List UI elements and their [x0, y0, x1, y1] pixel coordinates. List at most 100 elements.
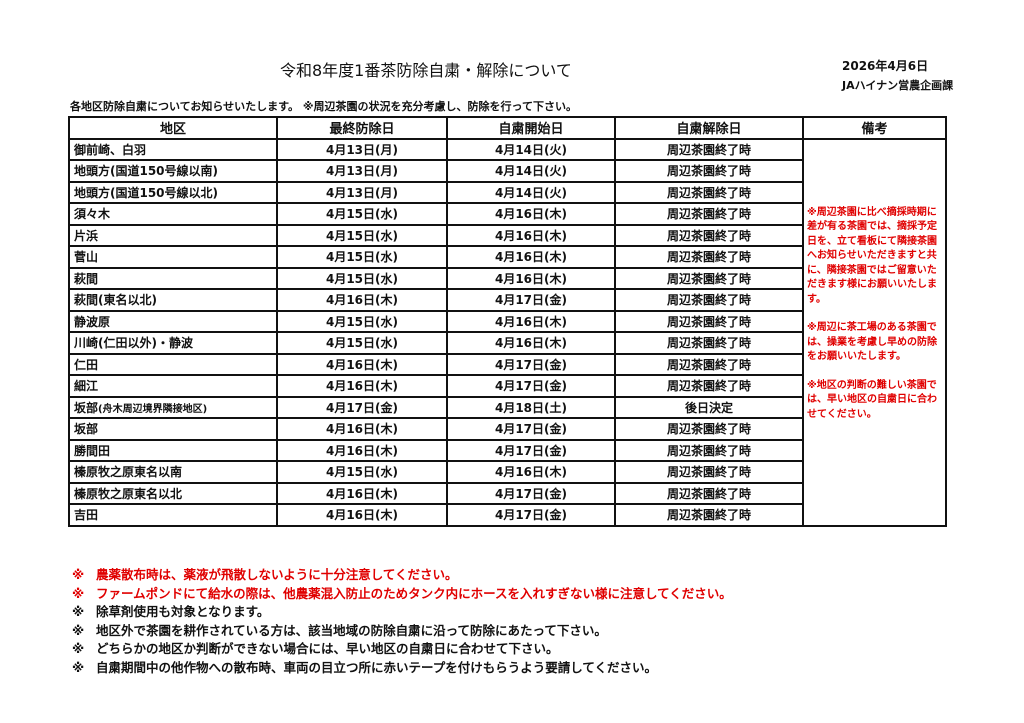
- cell-text: 4月13日(月): [325, 185, 399, 200]
- cell-district: 吉田: [68, 503, 278, 527]
- header-restraint-end: 自粛解除日: [614, 116, 804, 140]
- cell-last-spray-date: 4月16日(木): [276, 417, 448, 441]
- cell-last-spray-date: 4月15日(水): [276, 460, 448, 484]
- cell-text: 地頭方(国道150号線以南): [74, 164, 219, 179]
- cell-text: 菅山: [74, 250, 99, 265]
- footnote-text: ファームポンドにて給水の際は、他農薬混入防止のためタンク内にホースを入れすぎない…: [96, 585, 732, 601]
- cell-restraint-start-date: 4月16日(木): [446, 460, 616, 484]
- cell-text: 周辺茶園終了時: [666, 250, 751, 265]
- cell-text: 4月15日(水): [325, 465, 399, 480]
- cell-text: 川崎(仁田以外)・静波: [74, 336, 193, 351]
- cell-district: 地頭方(国道150号線以北): [68, 180, 278, 204]
- cell-text: 坂部: [74, 400, 99, 415]
- cell-text: 萩間: [74, 271, 99, 286]
- cell-text: 4月14日(火): [494, 142, 568, 157]
- cell-text: 周辺茶園終了時: [666, 465, 751, 480]
- cell-text: 4月17日(金): [494, 293, 568, 308]
- cell-district: 坂部: [68, 417, 278, 441]
- cell-restraint-start-date: 4月18日(土): [446, 395, 616, 419]
- cell-text: 周辺茶園終了時: [666, 357, 751, 372]
- table-row: 須々木 4月15日(水) 4月16日(木) 周辺茶園終了時: [68, 202, 946, 226]
- cell-restraint-end: 周辺茶園終了時: [614, 503, 804, 527]
- cell-last-spray-date: 4月16日(木): [276, 503, 448, 527]
- cell-district: 菅山: [68, 245, 278, 269]
- table-row: 片浜 4月15日(水) 4月16日(木) 周辺茶園終了時: [68, 223, 946, 247]
- cell-text: 4月16日(木): [494, 314, 568, 329]
- cell-text: 4月17日(金): [494, 486, 568, 501]
- cell-restraint-end: 周辺茶園終了時: [614, 481, 804, 505]
- cell-restraint-start-date: 4月14日(火): [446, 159, 616, 183]
- cell-last-spray-date: 4月16日(木): [276, 481, 448, 505]
- issue-date: 2026年4月6日: [842, 59, 929, 73]
- cell-text: 周辺茶園終了時: [666, 271, 751, 286]
- cell-text: 4月16日(木): [494, 271, 568, 286]
- cell-district: 勝間田: [68, 438, 278, 462]
- document-title: 令和8年度1番茶防除自粛・解除について: [280, 61, 572, 80]
- cell-text: 4月16日(木): [494, 465, 568, 480]
- table-row: 坂部 4月16日(木) 4月17日(金) 周辺茶園終了時: [68, 417, 946, 441]
- cell-restraint-end: 周辺茶園終了時: [614, 180, 804, 204]
- cell-restraint-end: 後日決定: [614, 395, 804, 419]
- cell-text: 4月13日(月): [325, 164, 399, 179]
- cell-text: 4月15日(水): [325, 271, 399, 286]
- cell-text: 4月16日(木): [494, 228, 568, 243]
- cell-text: 4月17日(金): [325, 400, 399, 415]
- cell-text: 4月15日(水): [325, 314, 399, 329]
- cell-text: 後日決定: [684, 400, 733, 415]
- cell-text: 4月15日(水): [325, 207, 399, 222]
- cell-restraint-start-date: 4月16日(木): [446, 245, 616, 269]
- footnote-text: 除草剤使用も対象となります。: [96, 604, 270, 619]
- remarks-cell: ※周辺茶園に比べ摘採時期に差が有る茶園では、摘採予定日を、立て看板にて隣接茶園へ…: [802, 137, 947, 527]
- reference-mark: ※: [72, 641, 85, 656]
- cell-text: 4月16日(木): [325, 293, 399, 308]
- cell-text: 片浜: [74, 228, 99, 243]
- cell-district: 須々木: [68, 202, 278, 226]
- cell-text: 静波原: [74, 314, 111, 329]
- cell-restraint-end: 周辺茶園終了時: [614, 288, 804, 312]
- reference-mark: ※: [72, 604, 85, 619]
- cell-district: 榛原牧之原東名以南: [68, 460, 278, 484]
- cell-restraint-start-date: 4月14日(火): [446, 180, 616, 204]
- cell-restraint-end: 周辺茶園終了時: [614, 309, 804, 333]
- cell-text: 4月17日(金): [494, 379, 568, 394]
- footnote-item: ※ 地区外で茶園を耕作されている方は、該当地域の防除自粛に沿って防除にあたって下さ…: [72, 622, 732, 641]
- cell-text: 榛原牧之原東名以北: [74, 486, 183, 501]
- cell-text: 4月15日(水): [325, 228, 399, 243]
- table-header-row: 地区 最終防除日 自粛開始日 自粛解除日 備考: [68, 116, 947, 140]
- cell-last-spray-date: 4月16日(木): [276, 374, 448, 398]
- cell-district: 御前崎、白羽: [68, 137, 278, 161]
- cell-text: 4月14日(火): [494, 185, 568, 200]
- cell-text: 4月16日(木): [325, 422, 399, 437]
- cell-restraint-start-date: 4月16日(木): [446, 309, 616, 333]
- cell-text: 周辺茶園終了時: [666, 336, 751, 351]
- cell-last-spray-date: 4月13日(月): [276, 137, 448, 161]
- cell-last-spray-date: 4月15日(水): [276, 309, 448, 333]
- reference-mark: ※: [72, 659, 85, 675]
- cell-text: 周辺茶園終了時: [666, 185, 751, 200]
- cell-last-spray-date: 4月16日(木): [276, 352, 448, 376]
- cell-text: 周辺茶園終了時: [666, 379, 751, 394]
- cell-district: 細江: [68, 374, 278, 398]
- cell-restraint-start-date: 4月17日(金): [446, 438, 616, 462]
- cell-text: 仁田: [74, 357, 99, 372]
- footnote-item: ※ どちらかの地区か判断ができない場合には、早い地区の自粛日に合わせて下さい。: [72, 640, 732, 659]
- cell-text: 周辺茶園終了時: [666, 207, 751, 222]
- cell-text: 4月17日(金): [494, 508, 568, 523]
- cell-restraint-end: 周辺茶園終了時: [614, 245, 804, 269]
- cell-restraint-end: 周辺茶園終了時: [614, 438, 804, 462]
- cell-last-spray-date: 4月16日(木): [276, 288, 448, 312]
- cell-restraint-end: 周辺茶園終了時: [614, 159, 804, 183]
- cell-text: 4月16日(木): [325, 443, 399, 458]
- table-row: 菅山 4月15日(水) 4月16日(木) 周辺茶園終了時: [68, 245, 946, 269]
- table-row: 萩間 4月15日(水) 4月16日(木) 周辺茶園終了時: [68, 266, 946, 290]
- cell-text: 勝間田: [74, 443, 111, 458]
- cell-text: 周辺茶園終了時: [666, 508, 751, 523]
- cell-restraint-start-date: 4月17日(金): [446, 374, 616, 398]
- footnote-item: ※ 農薬散布時は、薬液が飛散しないように十分注意してください。: [72, 566, 732, 585]
- cell-last-spray-date: 4月16日(木): [276, 438, 448, 462]
- cell-district: 静波原: [68, 309, 278, 333]
- cell-restraint-end: 周辺茶園終了時: [614, 352, 804, 376]
- cell-text: 4月14日(火): [494, 164, 568, 179]
- cell-district: 榛原牧之原東名以北: [68, 481, 278, 505]
- cell-district: 地頭方(国道150号線以南): [68, 159, 278, 183]
